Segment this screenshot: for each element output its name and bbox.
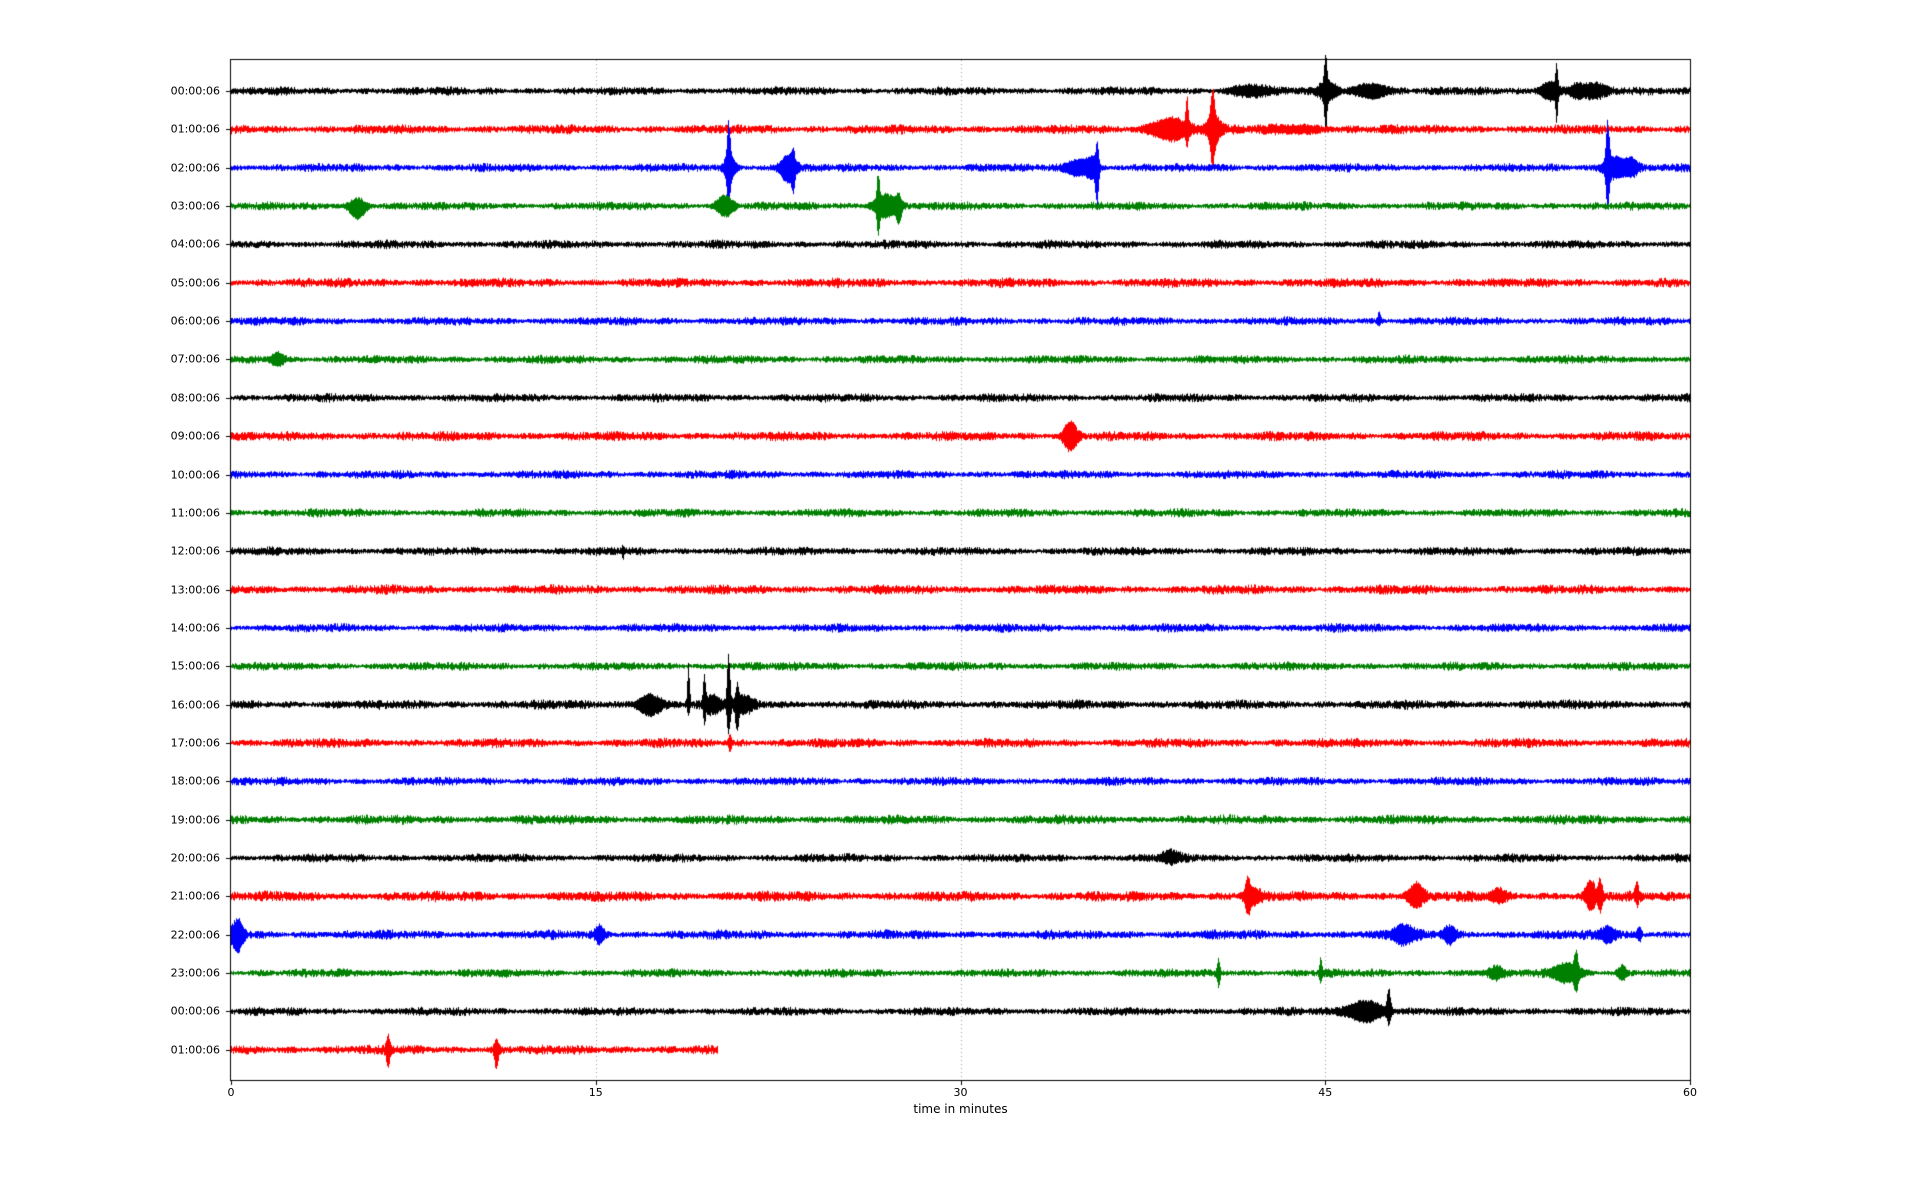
x-tick-label: 30 bbox=[953, 1086, 968, 1099]
x-tick-label: 45 bbox=[1318, 1086, 1333, 1099]
y-tick-label: 16:00:06 bbox=[170, 698, 220, 712]
y-tick-label: 20:00:06 bbox=[170, 851, 220, 865]
y-tick-label: 15:00:06 bbox=[170, 659, 220, 673]
y-tick-label: 03:00:06 bbox=[170, 199, 220, 213]
y-tick-label: 21:00:06 bbox=[170, 889, 220, 903]
y-tick-label: 09:00:06 bbox=[170, 429, 220, 443]
x-tick-label: 0 bbox=[227, 1086, 235, 1099]
y-tick-label: 12:00:06 bbox=[170, 544, 220, 558]
y-tick-label: 05:00:06 bbox=[170, 276, 220, 290]
y-tick-label: 19:00:06 bbox=[170, 813, 220, 827]
y-tick-label: 22:00:06 bbox=[170, 928, 220, 942]
y-tick-label: 07:00:06 bbox=[170, 352, 220, 366]
y-tick-label: 23:00:06 bbox=[170, 966, 220, 980]
y-tick-label: 08:00:06 bbox=[170, 391, 220, 405]
y-tick-label: 10:00:06 bbox=[170, 468, 220, 481]
y-tick-label: 06:00:06 bbox=[170, 314, 220, 328]
y-tick-label: 00:00:06 bbox=[170, 84, 220, 98]
x-axis-label: time in minutes bbox=[913, 1102, 1008, 1116]
x-tick-label: 60 bbox=[1683, 1086, 1697, 1099]
y-tick-label: 11:00:06 bbox=[170, 506, 220, 520]
y-tick-label: 13:00:06 bbox=[170, 583, 220, 597]
y-tick-label: 17:00:06 bbox=[170, 736, 220, 750]
y-tick-label: 01:00:06 bbox=[170, 122, 220, 136]
y-tick-label: 14:00:06 bbox=[170, 621, 220, 635]
y-tick-label: 18:00:06 bbox=[170, 774, 220, 788]
y-tick-label: 01:00:06 bbox=[170, 1043, 220, 1057]
x-tick-label: 15 bbox=[588, 1086, 603, 1099]
y-tick-label: 04:00:06 bbox=[170, 237, 220, 251]
y-tick-label: 00:00:06 bbox=[170, 1004, 220, 1018]
y-tick-label: 02:00:06 bbox=[170, 161, 220, 175]
